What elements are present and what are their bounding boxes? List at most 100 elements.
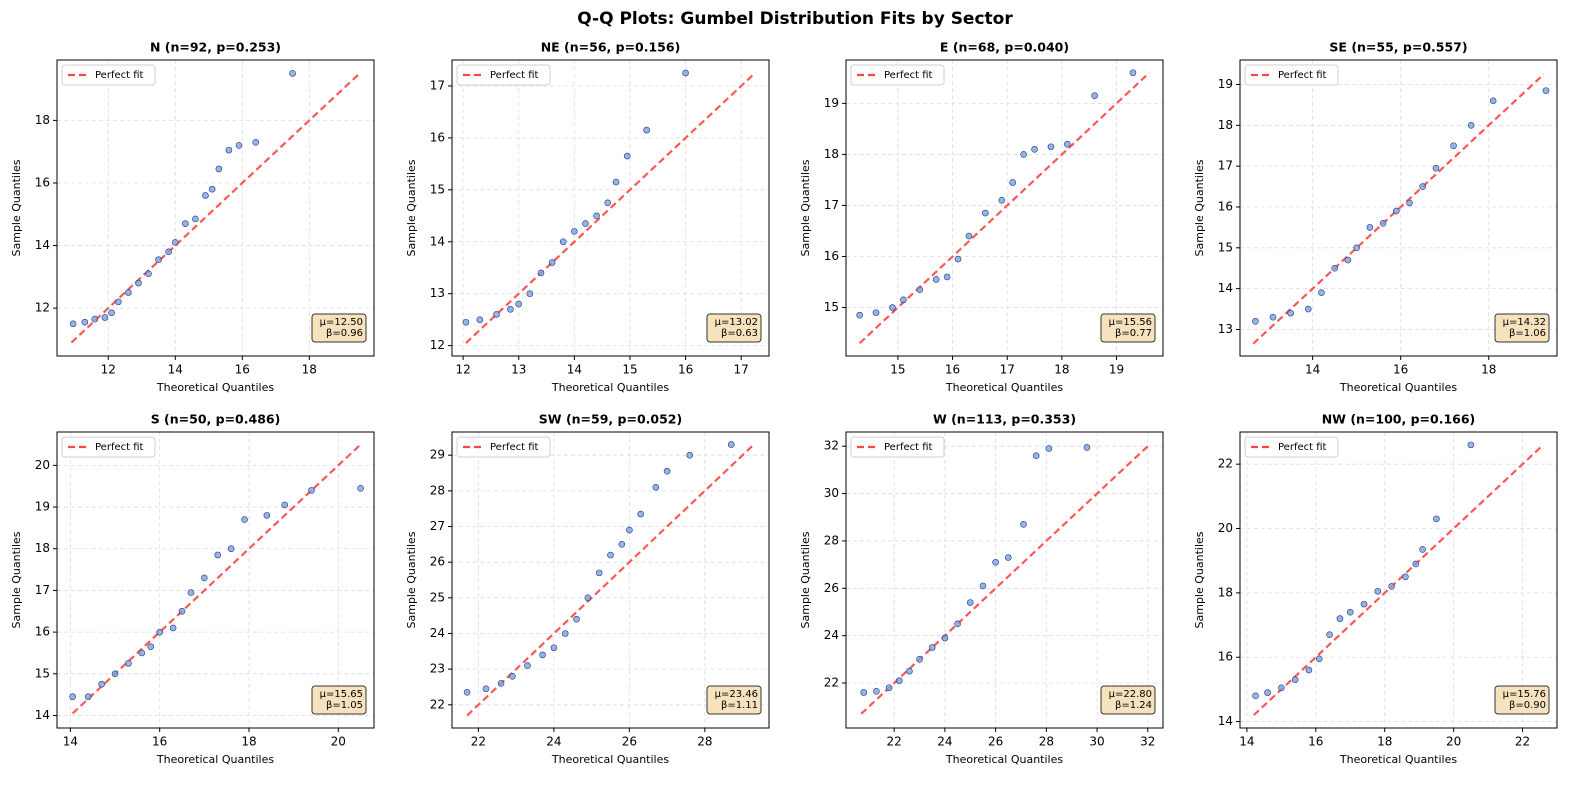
point: [1379, 220, 1387, 227]
point: [84, 693, 92, 701]
point: [1353, 244, 1360, 252]
point: [214, 551, 222, 559]
point: [1360, 600, 1368, 608]
point: [1129, 69, 1137, 77]
point: [906, 667, 913, 675]
axes-frame: [845, 431, 1164, 729]
y-tick-label: 17: [824, 198, 839, 212]
y-tick-label: 16: [1218, 199, 1233, 213]
point: [856, 311, 863, 319]
point: [1392, 207, 1400, 215]
x-tick-label: 18: [241, 735, 256, 749]
point: [1083, 444, 1091, 451]
y-tick-label: 13: [1218, 322, 1233, 336]
y-tick-label: 24: [824, 628, 839, 642]
annotation-box: [1100, 313, 1156, 343]
point: [727, 441, 735, 448]
legend-box: [61, 64, 156, 86]
x-tick-label: 22: [1515, 735, 1530, 749]
point: [463, 689, 471, 696]
legend-box: [1244, 64, 1339, 86]
point: [604, 199, 612, 207]
figure-title: Q-Q Plots: Gumbel Distribution Fits by S…: [577, 9, 1013, 29]
point: [584, 594, 592, 602]
legend-label: Perfect fit: [884, 442, 933, 453]
x-axis-label: Theoretical Quantiles: [1339, 753, 1457, 766]
point: [954, 620, 961, 628]
point: [1331, 264, 1338, 272]
point: [1374, 587, 1382, 595]
point: [187, 589, 195, 596]
point: [965, 232, 973, 240]
axes-frame: [1239, 431, 1558, 729]
y-tick-label: 12: [35, 301, 50, 315]
point: [548, 259, 556, 266]
x-tick-label: 32: [1140, 735, 1155, 749]
y-tick-label: 17: [430, 78, 445, 92]
annotation-text: μ=14.32: [1503, 317, 1546, 328]
point: [979, 582, 987, 590]
point: [1264, 689, 1271, 696]
y-tick-label: 28: [824, 533, 839, 547]
y-tick-label: 13: [430, 286, 445, 300]
point: [992, 558, 999, 566]
point: [1344, 256, 1352, 264]
point: [1450, 142, 1457, 150]
point: [539, 651, 546, 659]
y-tick-label: 18: [35, 541, 50, 555]
legend-label: Perfect fit: [1278, 442, 1327, 453]
annotation-box: [1494, 685, 1550, 715]
point: [1269, 313, 1277, 321]
x-tick-label: 18: [1054, 363, 1069, 377]
panel-title: NE (n=56, p=0.156): [541, 40, 681, 55]
annotation-text: μ=12.50: [320, 317, 363, 328]
point: [182, 220, 189, 227]
point: [1467, 122, 1475, 129]
point: [1305, 666, 1313, 674]
point: [192, 215, 199, 223]
point: [169, 624, 177, 632]
x-tick-label: 16: [678, 363, 693, 377]
annotation-text: β=1.05: [326, 700, 363, 711]
x-tick-label: 20: [1446, 735, 1461, 749]
point: [998, 197, 1006, 204]
y-tick-label: 26: [824, 581, 839, 595]
panel-title: NW (n=100, p=0.166): [1322, 412, 1476, 427]
point: [482, 685, 490, 693]
point: [954, 255, 962, 263]
legend-box: [61, 436, 156, 458]
point: [872, 309, 880, 316]
y-tick-label: 14: [35, 708, 50, 722]
annotation-box: [706, 685, 762, 715]
x-tick-label: 14: [1239, 735, 1254, 749]
point: [1287, 309, 1294, 317]
point: [573, 615, 580, 623]
x-axis-label: Theoretical Quantiles: [945, 381, 1063, 394]
point: [900, 296, 907, 304]
x-tick-label: 16: [1393, 363, 1408, 377]
point: [263, 512, 271, 519]
annotation-text: μ=15.65: [320, 689, 363, 700]
x-tick-label: 18: [1481, 363, 1496, 377]
y-axis-label: Sample Quantiles: [1193, 159, 1206, 256]
panel-title: SE (n=55, p=0.557): [1329, 40, 1467, 55]
point: [623, 152, 631, 160]
point: [135, 279, 142, 287]
point: [289, 70, 296, 77]
y-tick-label: 16: [35, 175, 50, 189]
y-tick-label: 22: [1218, 457, 1233, 471]
y-tick-label: 14: [430, 234, 445, 248]
annotation-box: [311, 313, 367, 343]
point: [497, 680, 505, 687]
legend-box: [1244, 436, 1339, 458]
y-tick-label: 14: [1218, 281, 1233, 295]
point: [943, 273, 951, 281]
point: [308, 487, 315, 494]
point: [561, 630, 569, 637]
x-tick-label: 18: [302, 363, 317, 377]
point: [860, 689, 868, 696]
x-axis-label: Theoretical Quantiles: [945, 753, 1063, 766]
point: [637, 510, 644, 518]
y-tick-label: 17: [1218, 159, 1233, 173]
point: [1433, 515, 1440, 523]
